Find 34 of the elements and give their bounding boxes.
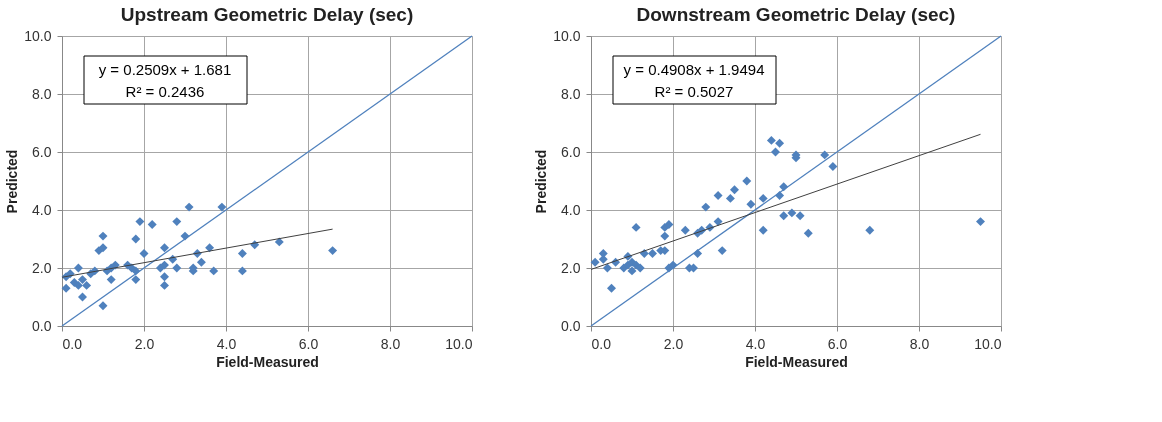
annotation: y = 0.4908x + 1.9494 (623, 61, 765, 78)
y-tick-label: 8.0 (561, 85, 581, 102)
x-tick-label: 2.0 (663, 335, 684, 352)
annotation: R² = 0.5027 (654, 83, 734, 100)
chart-title: Upstream Geometric Delay (sec) (120, 4, 414, 25)
annotation: y = 0.2509x + 1.681 (98, 61, 232, 78)
annotation: R² = 0.2436 (125, 83, 205, 100)
x-tick-label: 8.0 (909, 335, 930, 352)
x-tick-label: 4.0 (745, 335, 766, 352)
y-tick-label: 0.0 (32, 317, 52, 334)
y-axis-title: Predicted (4, 149, 21, 214)
y-tick-label: 8.0 (32, 85, 52, 102)
y-tick-label: 6.0 (561, 143, 581, 160)
x-tick-label: 10.0 (445, 335, 473, 352)
x-tick-label: 0.0 (62, 335, 83, 352)
x-tick-label: 4.0 (216, 335, 237, 352)
x-axis-title: Field-Measured (745, 353, 848, 370)
y-tick-label: 4.0 (32, 201, 52, 218)
y-tick-label: 0.0 (561, 317, 581, 334)
y-tick-label: 6.0 (32, 143, 52, 160)
y-tick-label: 10.0 (553, 27, 581, 44)
x-tick-label: 8.0 (380, 335, 401, 352)
x-tick-label: 2.0 (134, 335, 155, 352)
y-tick-label: 2.0 (32, 259, 52, 276)
y-axis-title: Predicted (533, 149, 550, 214)
chart-title: Downstream Geometric Delay (sec) (636, 4, 956, 25)
x-tick-label: 0.0 (591, 335, 612, 352)
x-axis-title: Field-Measured (216, 353, 319, 370)
x-tick-label: 6.0 (298, 335, 319, 352)
y-tick-label: 10.0 (24, 27, 52, 44)
y-tick-label: 2.0 (561, 259, 581, 276)
x-tick-label: 10.0 (974, 335, 1002, 352)
x-tick-label: 6.0 (827, 335, 848, 352)
y-tick-label: 4.0 (561, 201, 581, 218)
